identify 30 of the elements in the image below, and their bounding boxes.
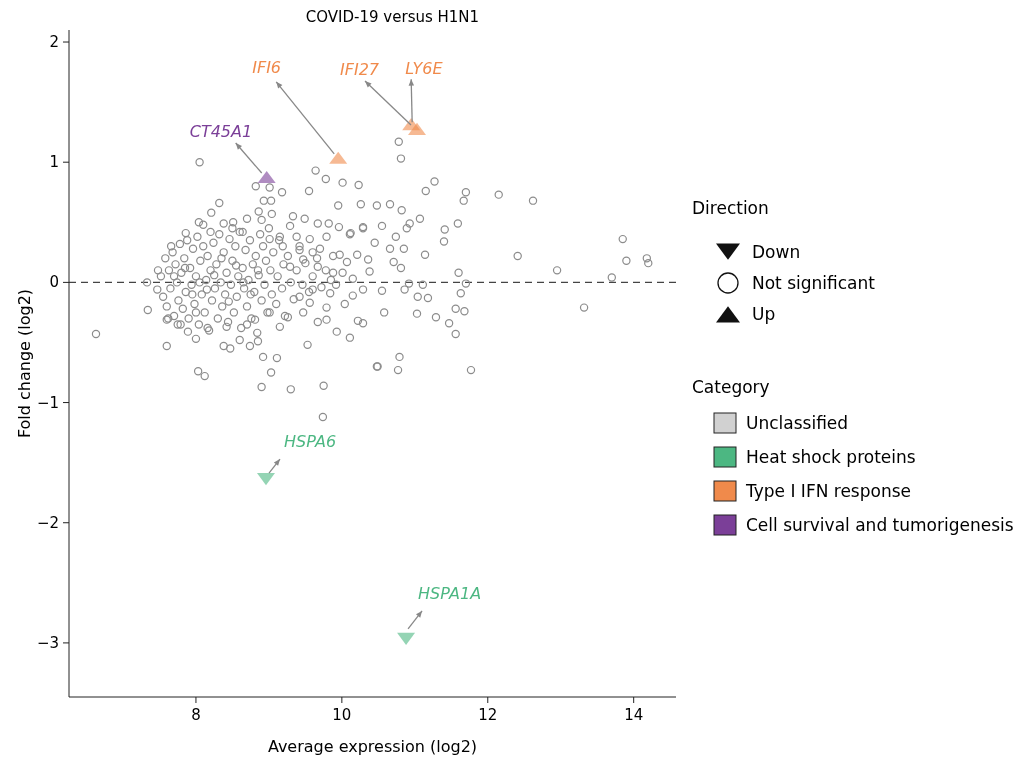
point xyxy=(257,170,276,184)
x-tick-label: 14 xyxy=(624,706,644,724)
text: Direction xyxy=(692,198,769,218)
y-tick-label: −1 xyxy=(36,393,59,412)
annotation: IFI27 xyxy=(340,59,380,79)
legend-label: Unclassified xyxy=(746,413,849,433)
point xyxy=(397,632,416,646)
legend-label: Heat shock proteins xyxy=(746,447,916,467)
annotation: IFI6 xyxy=(252,57,282,77)
y-tick-label: −3 xyxy=(36,633,59,652)
text: Up xyxy=(752,304,776,324)
x-tick-label: 12 xyxy=(478,706,498,724)
annotation: CT45A1 xyxy=(189,122,253,142)
annotation: HSPA6 xyxy=(283,432,337,452)
annotation: LY6E xyxy=(405,59,444,79)
legend-label: Cell survival and tumorigenesis xyxy=(746,515,1014,535)
text: Not significant xyxy=(752,273,876,293)
y-tick-label: 0 xyxy=(49,273,59,292)
legend-label: Type I IFN response xyxy=(745,481,911,501)
text: Down xyxy=(752,242,801,262)
y-tick-label: 1 xyxy=(49,153,59,172)
y-tick-label: 2 xyxy=(49,33,59,52)
x-tick-label: 10 xyxy=(332,706,352,724)
x-axis-title: Average expression (log2) xyxy=(267,737,478,756)
x-tick-label: 8 xyxy=(191,706,201,724)
chart-title: COVID-19 versus H1N1 xyxy=(305,8,480,26)
y-tick-label: −2 xyxy=(36,513,59,532)
legend-title: Category xyxy=(692,377,770,397)
y-axis-title: Fold change (log2) xyxy=(15,288,34,439)
annotation: HSPA1A xyxy=(418,583,482,603)
